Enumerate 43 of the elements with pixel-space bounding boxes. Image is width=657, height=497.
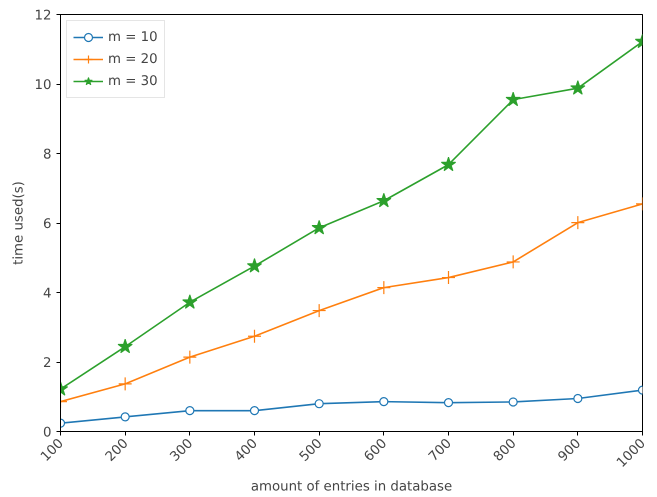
x-tick-label: 700 [426,436,455,465]
point [508,397,518,407]
point [376,280,391,295]
point [118,376,132,391]
y-axis-title: time used(s) [12,181,27,265]
x-tick-label: 900 [556,436,584,465]
y-tick-label: 2 [43,356,52,371]
x-tick-label: 200 [102,436,132,465]
point [440,156,456,172]
point [118,338,133,354]
point [250,406,260,416]
point [376,192,392,208]
x-axis-title: amount of entries in database [250,480,452,495]
point [573,394,582,404]
y-tick-label: 6 [43,217,52,232]
x-tick-label: 500 [296,436,326,465]
y-tick-label: 12 [34,8,52,24]
legend-label: m = 30 [108,74,158,88]
point [182,350,197,364]
point [120,412,130,422]
point [506,254,520,270]
x-tick-label: 400 [232,436,261,465]
point [441,270,456,285]
point [312,303,326,318]
y-tick-label: 8 [43,148,52,162]
point [182,294,198,309]
point [570,216,585,230]
y-tick-label: 4 [43,286,52,302]
point [506,92,521,106]
point [444,398,454,408]
point [185,406,194,416]
legend-label: m = 20 [108,52,158,66]
legend-label: m = 10 [108,30,158,44]
point [246,258,262,273]
x-tick-label: 600 [362,436,390,465]
point [247,329,262,344]
x-tick-label: 300 [168,436,196,465]
point [314,399,324,408]
point [570,80,586,95]
point [379,397,388,406]
point [312,220,327,234]
y-tick-label: 10 [34,78,52,93]
x-tick-label: 800 [490,436,520,465]
